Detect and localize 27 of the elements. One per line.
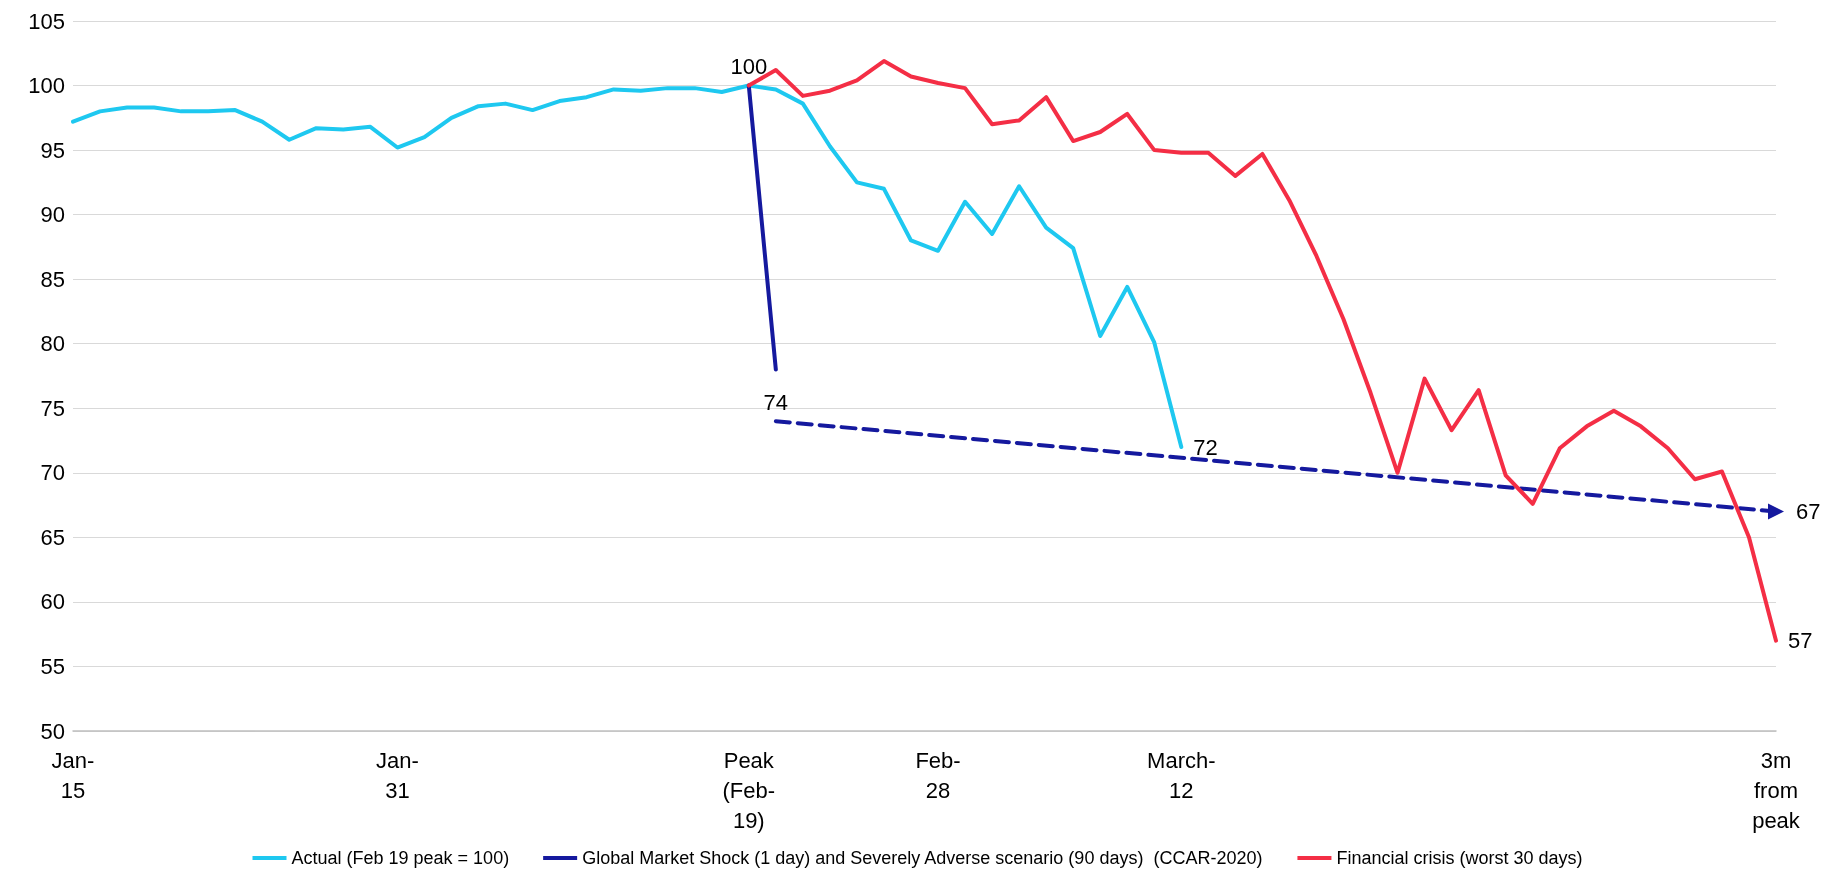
data-label: 100: [730, 54, 768, 80]
y-tick-label: 55: [40, 653, 65, 679]
y-tick-label: 85: [40, 266, 65, 292]
y-tick-label: 105: [28, 8, 65, 34]
data-label: 67: [1796, 499, 1821, 525]
x-tick-label: March-12: [1147, 747, 1216, 803]
x-tick-label: Peak (Feb-19): [722, 747, 776, 833]
data-label: 74: [763, 389, 789, 415]
x-tick-label: Jan-15: [51, 747, 95, 803]
x-tick-label: Jan-31: [375, 747, 419, 803]
data-label: 57: [1788, 628, 1813, 654]
line-series: [71, 83, 1184, 449]
legend-label: Financial crisis (worst 30 days): [1336, 848, 1583, 868]
y-tick-label: 95: [40, 137, 65, 163]
y-tick-label: 100: [28, 73, 65, 99]
y-tick-label: 75: [40, 395, 65, 421]
y-tick-label: 65: [40, 524, 65, 550]
y-tick-label: 60: [40, 589, 65, 615]
data-label: 72: [1193, 434, 1218, 460]
x-tick-label: Feb-28: [915, 747, 961, 803]
y-tick-label: 70: [40, 460, 65, 486]
y-tick-label: 80: [40, 331, 65, 357]
x-tick-label: 3m from peak: [1752, 747, 1801, 833]
legend-label: Actual (Feb 19 peak = 100): [291, 848, 510, 868]
y-tick-label: 50: [40, 718, 65, 744]
y-tick-label: 90: [40, 202, 65, 228]
legend-label: Global Market Shock (1 day) and Severely Adverse scenario (90 days) (CCAR-2020): [582, 848, 1263, 868]
